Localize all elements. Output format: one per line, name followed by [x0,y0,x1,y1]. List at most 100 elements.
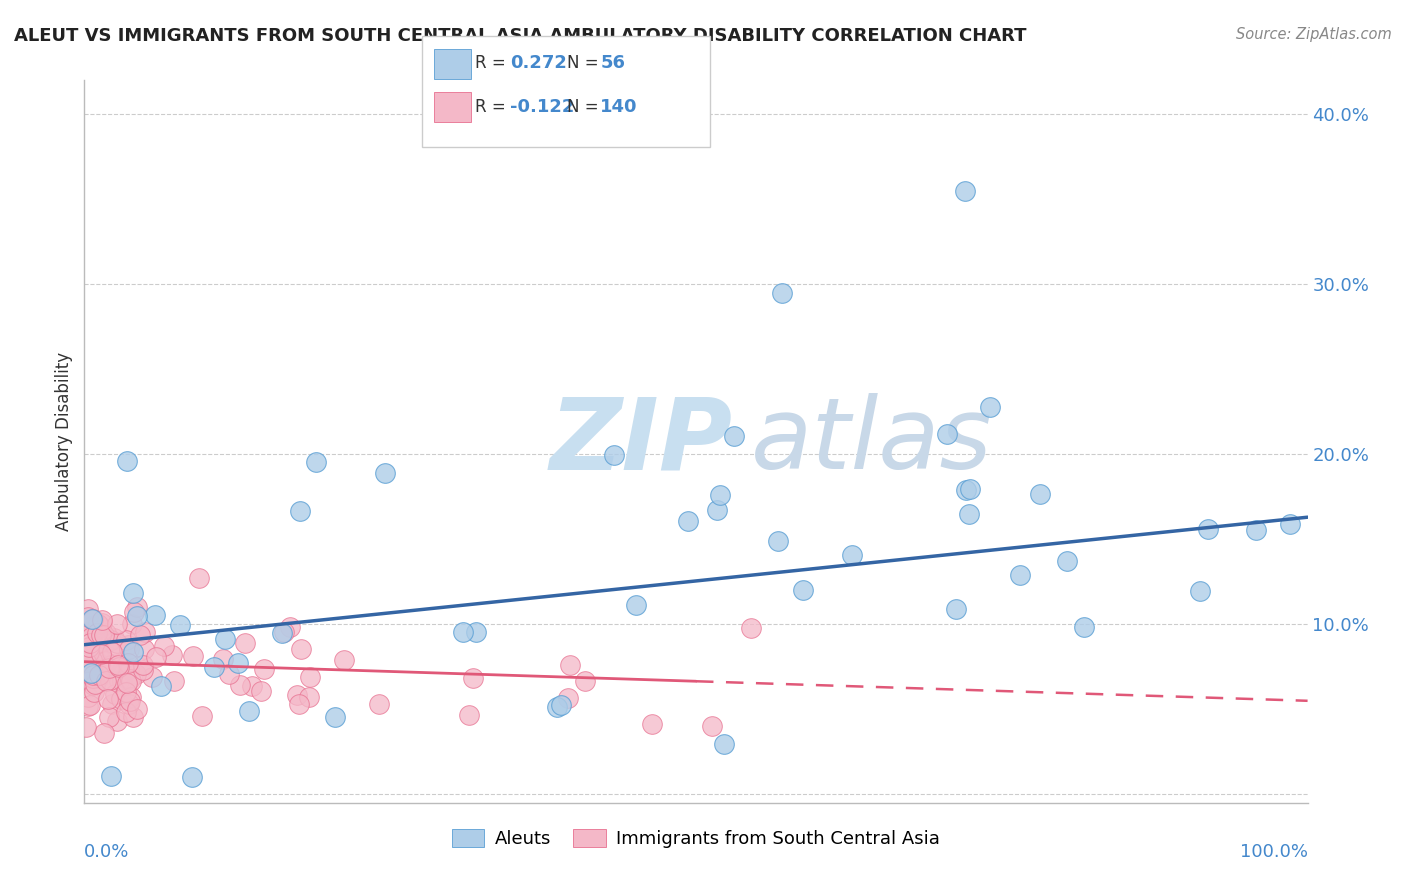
Point [73,661,96,675]
Point [226,656,249,670]
Point [84,640,107,655]
Point [107,673,129,688]
Point [84,677,107,691]
Point [73,658,96,673]
Point [122,645,145,659]
Point [181,648,204,663]
Point [640,717,662,731]
Text: ZIP: ZIP [550,393,733,490]
Point [118,641,141,656]
Point [80,612,103,626]
Point [1244,523,1267,537]
Point [105,714,128,728]
Point [100,769,122,783]
Point [118,662,141,676]
Text: 140: 140 [600,98,638,116]
Point [626,598,648,612]
Point [152,639,174,653]
Point [145,649,167,664]
Point [79,646,101,660]
Point [957,507,980,521]
Point [77,664,100,678]
Text: R =: R = [475,54,512,72]
Point [73,641,96,656]
Point [979,401,1001,415]
Point [87,617,110,632]
Point [463,671,485,685]
Point [117,676,139,690]
Point [108,660,131,674]
Point [125,608,148,623]
Point [75,720,97,734]
Point [104,688,127,702]
Point [101,697,124,711]
Point [90,615,112,630]
Point [367,697,389,711]
Point [169,618,191,632]
Point [100,645,122,659]
Point [945,602,967,616]
Point [82,678,104,692]
Point [98,673,121,688]
Point [86,626,108,640]
Point [959,482,981,496]
Point [191,708,214,723]
Point [73,658,96,673]
Point [250,683,273,698]
Text: ALEUT VS IMMIGRANTS FROM SOUTH CENTRAL ASIA AMBULATORY DISABILITY CORRELATION CH: ALEUT VS IMMIGRANTS FROM SOUTH CENTRAL A… [14,27,1026,45]
Point [117,638,139,652]
Point [117,656,139,670]
Point [73,633,96,648]
Point [79,698,101,712]
Point [93,726,115,740]
Point [90,613,112,627]
Point [187,571,209,585]
Point [1008,568,1031,582]
Point [323,710,346,724]
Point [955,483,977,498]
Point [97,661,120,675]
Point [79,636,101,650]
Point [700,719,723,733]
Point [76,690,98,704]
Point [723,429,745,443]
Point [76,654,98,668]
Point [238,704,260,718]
Point [143,608,166,623]
Point [464,624,486,639]
Point [120,673,142,688]
Point [228,678,250,692]
Text: R =: R = [475,98,512,116]
Point [290,642,312,657]
Point [114,685,136,699]
Point [83,685,105,699]
Point [76,632,98,647]
Point [134,641,156,656]
Point [740,622,762,636]
Y-axis label: Ambulatory Disability: Ambulatory Disability [55,352,73,531]
Point [713,737,735,751]
Text: N =: N = [567,54,603,72]
Point [82,671,104,685]
Point [557,691,579,706]
Point [120,690,142,704]
Point [122,585,145,599]
Point [1279,517,1302,532]
Point [84,655,107,669]
Point [574,673,596,688]
Point [122,710,145,724]
Point [82,668,104,682]
Point [90,620,112,634]
Point [125,702,148,716]
Point [97,673,120,687]
Point [96,625,118,640]
Point [603,448,626,462]
Text: 100.0%: 100.0% [1240,843,1308,861]
Point [792,582,814,597]
Point [768,534,790,549]
Point [132,664,155,678]
Point [100,658,122,673]
Point [93,628,115,642]
Text: 0.0%: 0.0% [84,843,129,861]
Point [76,698,98,713]
